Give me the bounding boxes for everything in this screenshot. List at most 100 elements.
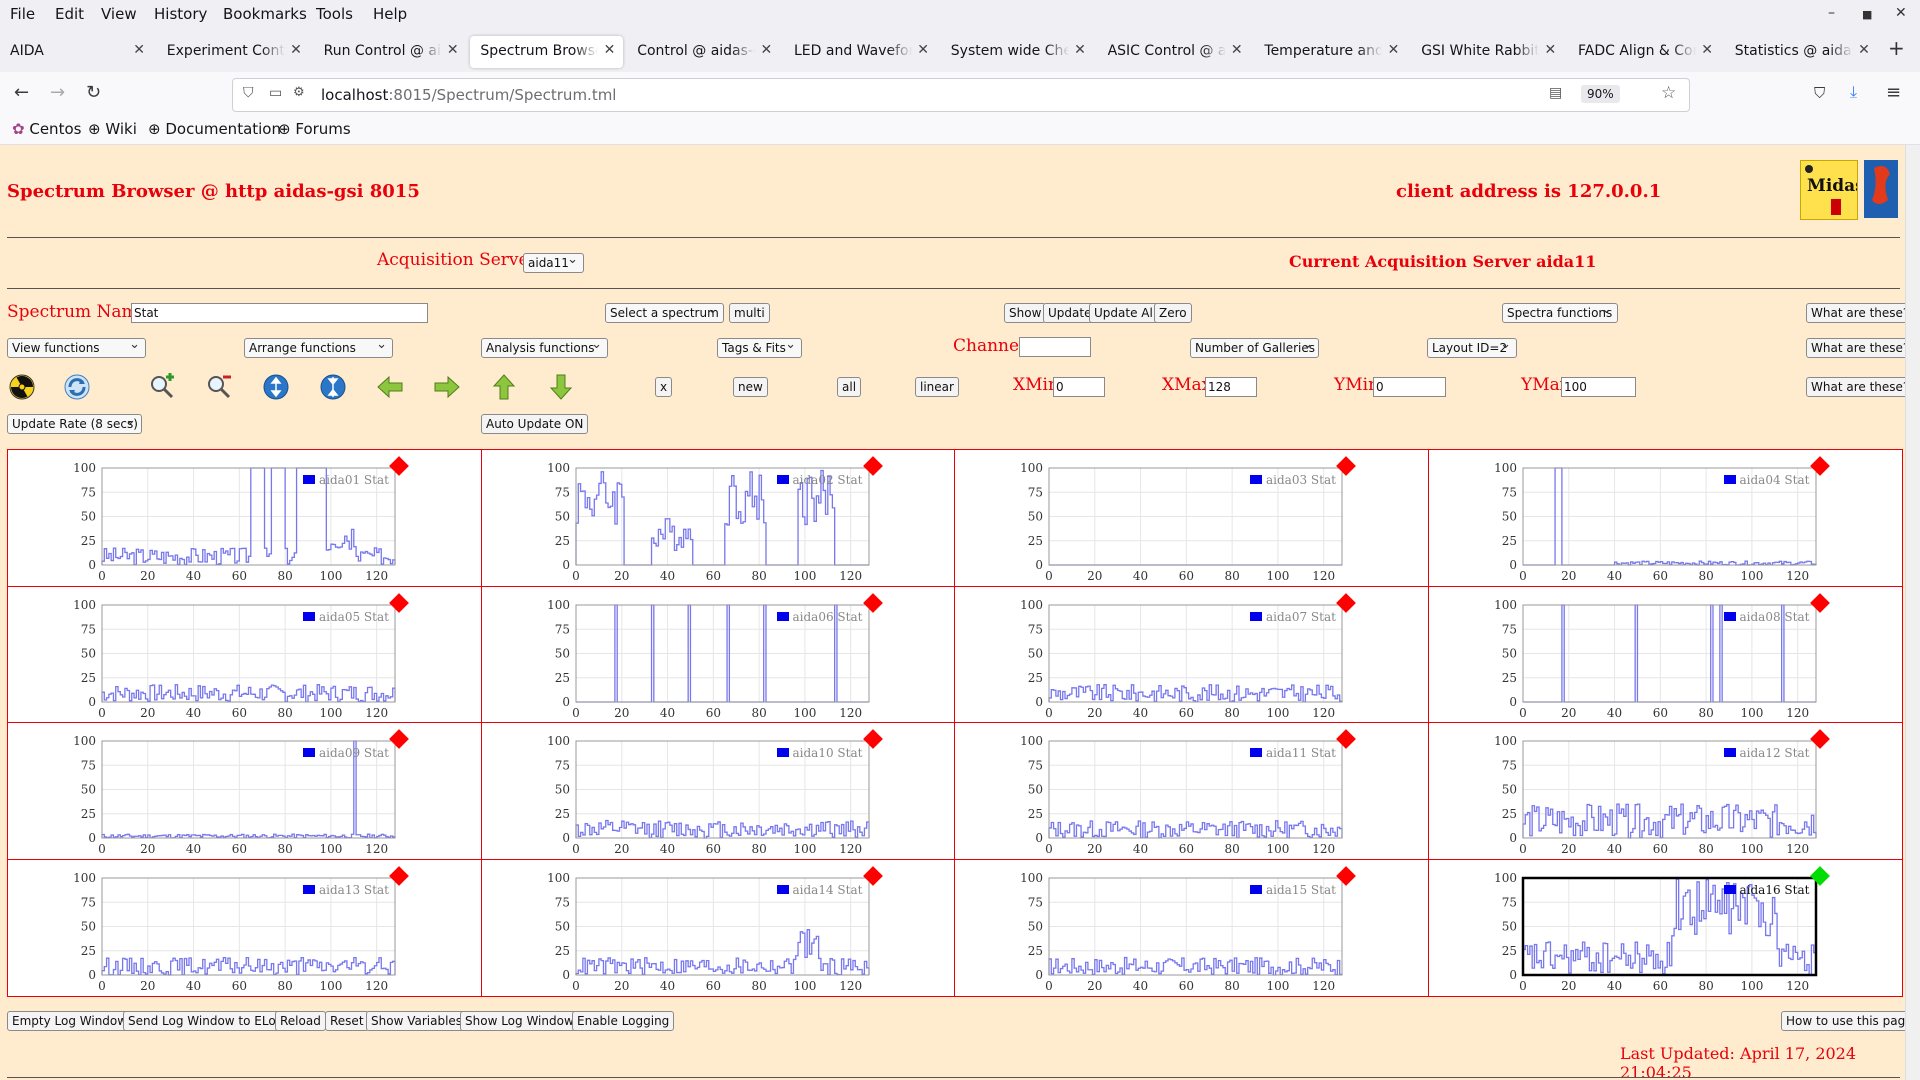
arrow-up-icon[interactable] bbox=[490, 373, 518, 401]
layout-select[interactable]: Layout ID=2 bbox=[1427, 338, 1517, 358]
tab-close-icon[interactable]: ✕ bbox=[917, 42, 929, 58]
reload-icon[interactable]: ↻ bbox=[86, 82, 102, 103]
tab-close-icon[interactable]: ✕ bbox=[760, 42, 773, 58]
tab-close-icon[interactable]: ✕ bbox=[290, 42, 302, 58]
url-text[interactable]: localhost:8015/Spectrum/Spectrum.tml bbox=[321, 86, 616, 104]
spectrum-panel-8[interactable]: 0 25 50 75 100 0 20 40 60 80 100 120 aida08 Stat bbox=[1427, 585, 1903, 724]
all-button[interactable]: all bbox=[837, 377, 862, 397]
number-of-galleries-select[interactable]: Number of Galleries bbox=[1190, 338, 1319, 358]
spectrum-panel-13[interactable]: 0 25 50 75 100 0 20 40 60 80 100 120 aida13 Stat bbox=[7, 858, 482, 997]
spectrum-panel-10[interactable]: 0 25 50 75 100 0 20 40 60 80 100 120 aida10 Stat bbox=[480, 722, 956, 860]
spectrum-name-input[interactable]: Stat bbox=[131, 303, 428, 323]
bookmark-forums[interactable]: ⊕ Forums bbox=[278, 120, 351, 138]
arrange-functions-select[interactable]: Arrange functions bbox=[244, 338, 393, 358]
tab-close-icon[interactable]: ✕ bbox=[1230, 42, 1243, 58]
show-variables-button[interactable]: Show Variables bbox=[366, 1011, 468, 1031]
linear-button[interactable]: linear bbox=[915, 377, 959, 397]
shrink-y-icon[interactable] bbox=[319, 373, 347, 401]
tab-close-icon[interactable]: ✕ bbox=[133, 42, 145, 58]
menu-tools[interactable]: Tools bbox=[316, 5, 353, 23]
menu-bookmarks[interactable]: Bookmarks bbox=[223, 5, 307, 23]
new-button[interactable]: new bbox=[733, 377, 768, 397]
tab-8[interactable]: Temperature and status✕ bbox=[1254, 36, 1407, 68]
minimize-icon[interactable]: – bbox=[1828, 5, 1835, 21]
spectrum-panel-15[interactable]: 0 25 50 75 100 0 20 40 60 80 100 120 aida15 Stat bbox=[954, 858, 1429, 997]
spectrum-panel-16[interactable]: 0 25 50 75 100 0 20 40 60 80 100 120 aida16 Stat bbox=[1427, 858, 1903, 997]
menu-file[interactable]: File bbox=[10, 5, 36, 23]
xmin-input[interactable]: 0 bbox=[1053, 377, 1105, 397]
spectrum-panel-14[interactable]: 0 25 50 75 100 0 20 40 60 80 100 120 aida14 Stat bbox=[480, 858, 956, 997]
spectrum-panel-11[interactable]: 0 25 50 75 100 0 20 40 60 80 100 120 aida11 Stat bbox=[954, 722, 1429, 860]
zoom-level[interactable]: 90% bbox=[1581, 85, 1620, 103]
app-menu-icon[interactable]: ≡ bbox=[1886, 82, 1902, 103]
tab-6[interactable]: System wide Checks ✕ bbox=[941, 36, 1094, 68]
zero-button[interactable]: Zero bbox=[1154, 303, 1192, 323]
how-to-use-button[interactable]: How to use this page bbox=[1781, 1011, 1905, 1031]
tab-2[interactable]: Run Control @ aidas-gsi✕ bbox=[314, 36, 467, 68]
tab-10[interactable]: FADC Align & Control ✕ bbox=[1568, 36, 1721, 68]
spectrum-panel-1[interactable]: 0 25 50 75 100 0 20 40 60 80 100 120 aida01 Stat bbox=[7, 449, 482, 587]
tab-close-icon[interactable]: ✕ bbox=[1858, 42, 1870, 58]
spectra-functions-select[interactable]: Spectra functions bbox=[1502, 303, 1618, 323]
spectrum-panel-12[interactable]: 0 25 50 75 100 0 20 40 60 80 100 120 aida12 Stat bbox=[1427, 722, 1903, 860]
spectrum-panel-3[interactable]: 0 25 50 75 100 0 20 40 60 80 100 120 aida03 Stat bbox=[954, 449, 1429, 587]
tab-close-icon[interactable]: ✕ bbox=[1387, 42, 1400, 58]
show-button[interactable]: Show bbox=[1004, 303, 1047, 323]
spectrum-panel-7[interactable]: 0 25 50 75 100 0 20 40 60 80 100 120 aida07 Stat bbox=[954, 585, 1429, 724]
menu-history[interactable]: History bbox=[154, 5, 208, 23]
enable-logging-button[interactable]: Enable Logging bbox=[572, 1011, 675, 1031]
send-log-to-elog-button[interactable]: Send Log Window to ELog bbox=[123, 1011, 289, 1031]
empty-log-window-button[interactable]: Empty Log Window bbox=[7, 1011, 133, 1031]
refresh-icon[interactable] bbox=[63, 373, 91, 401]
menu-edit[interactable]: Edit bbox=[55, 5, 85, 23]
downloads-icon[interactable]: ⤓ bbox=[1850, 82, 1858, 101]
ymin-input[interactable]: 0 bbox=[1373, 377, 1446, 397]
update-all-button[interactable]: Update All bbox=[1089, 303, 1162, 323]
vertical-scrollbar[interactable] bbox=[1905, 145, 1920, 1080]
bookmark-star-icon[interactable]: ☆ bbox=[1661, 83, 1677, 103]
select-spectrum-select[interactable]: Select a spectrum bbox=[605, 303, 724, 323]
tab-0[interactable]: AIDA ✕ bbox=[0, 36, 153, 68]
reload-button[interactable]: Reload bbox=[275, 1011, 326, 1031]
auto-update-button[interactable]: Auto Update ON bbox=[481, 414, 589, 434]
menu-view[interactable]: View bbox=[101, 5, 137, 23]
permissions-icon[interactable]: ⚙ bbox=[293, 85, 305, 100]
arrow-left-icon[interactable] bbox=[376, 373, 404, 401]
page-icon[interactable]: ▭ bbox=[269, 85, 283, 101]
zoom-in-icon[interactable] bbox=[148, 373, 176, 401]
radiation-icon[interactable] bbox=[8, 373, 36, 401]
update-button[interactable]: Update bbox=[1043, 303, 1097, 323]
tab-close-icon[interactable]: ✕ bbox=[1701, 42, 1713, 58]
what-are-these-button-3[interactable]: What are these? bbox=[1806, 377, 1905, 397]
bookmark-centos[interactable]: ✿ Centos bbox=[12, 120, 81, 138]
spectrum-panel-9[interactable]: 0 25 50 75 100 0 20 40 60 80 100 120 aida09 Stat bbox=[7, 722, 482, 860]
reset-button[interactable]: Reset bbox=[325, 1011, 369, 1031]
expand-y-icon[interactable] bbox=[262, 373, 290, 401]
ymax-input[interactable]: 100 bbox=[1561, 377, 1636, 397]
spectrum-panel-6[interactable]: 0 25 50 75 100 0 20 40 60 80 100 120 aida06 Stat bbox=[480, 585, 956, 724]
xmax-input[interactable]: 128 bbox=[1205, 377, 1257, 397]
spectrum-panel-4[interactable]: 0 25 50 75 100 0 20 40 60 80 100 120 aida04 Stat bbox=[1427, 449, 1903, 587]
tab-4[interactable]: Control @ aidas-gsi ✕ bbox=[627, 36, 780, 68]
new-tab-icon[interactable]: + bbox=[1888, 36, 1905, 60]
tab-1[interactable]: Experiment Control ✕ bbox=[157, 36, 310, 68]
acquisition-server-select[interactable]: aida11 bbox=[523, 253, 584, 273]
tab-close-icon[interactable]: ✕ bbox=[1544, 42, 1557, 58]
bookmark-wiki[interactable]: ⊕ Wiki bbox=[88, 120, 137, 138]
tab-close-icon[interactable]: ✕ bbox=[1074, 42, 1086, 58]
update-rate-select[interactable]: Update Rate (8 secs) bbox=[7, 414, 142, 434]
view-functions-select[interactable]: View functions bbox=[7, 338, 146, 358]
multi-button[interactable]: multi bbox=[729, 303, 770, 323]
tab-3[interactable]: Spectrum Browser @ http aidas-gsi 8015 ✕ bbox=[470, 36, 624, 68]
tab-7[interactable]: ASIC Control @ aidas-gsi✕ bbox=[1098, 36, 1251, 68]
close-window-icon[interactable]: ✕ bbox=[1895, 5, 1907, 21]
arrow-down-icon[interactable] bbox=[547, 373, 575, 401]
maximize-icon[interactable]: ■ bbox=[1862, 8, 1873, 21]
forward-icon[interactable]: → bbox=[50, 82, 66, 103]
zoom-out-icon[interactable] bbox=[205, 373, 233, 401]
tab-11[interactable]: Statistics @ aidas-gsi ✕ bbox=[1725, 36, 1878, 68]
what-are-these-button-1[interactable]: What are these? bbox=[1806, 303, 1905, 323]
show-log-window-button[interactable]: Show Log Window bbox=[460, 1011, 579, 1031]
tab-close-icon[interactable]: ✕ bbox=[446, 42, 459, 58]
analysis-functions-select[interactable]: Analysis functions bbox=[481, 338, 608, 358]
